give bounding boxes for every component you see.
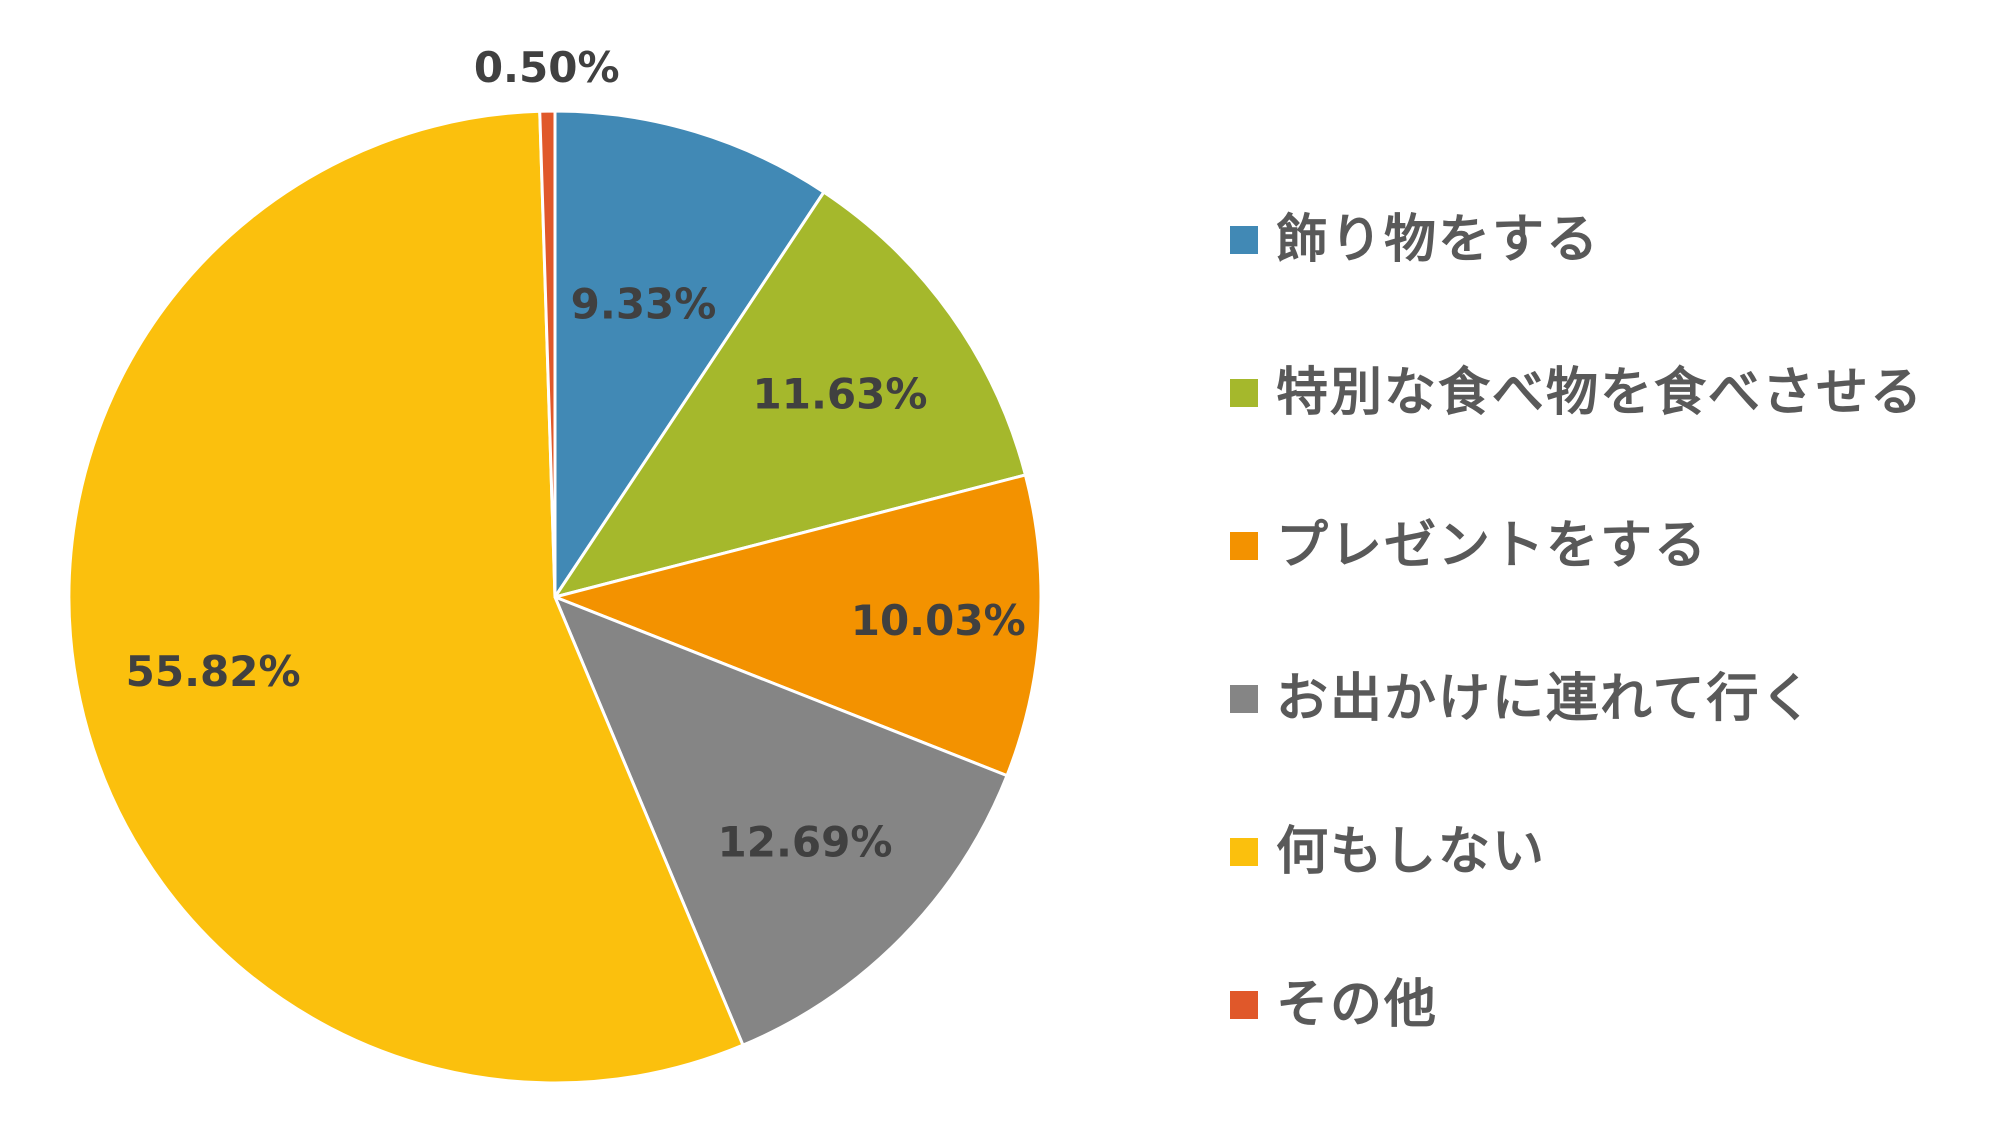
pie-slice-4 [553, 595, 1009, 1047]
data-label-2: 11.63% [753, 369, 928, 418]
legend-swatch [1230, 532, 1258, 560]
pie-slice-5 [67, 109, 745, 1085]
legend-label: その他 [1276, 975, 1439, 1035]
legend-swatch [1230, 991, 1258, 1019]
legend-label: 何もしない [1276, 822, 1547, 882]
legend-swatch [1230, 838, 1258, 866]
chart-legend: 飾り物をする特別な食べ物を食べさせる プレゼントをするお出かけに連れて行く 何もしな… [1230, 200, 1990, 1118]
pie-data-labels: 9.33% 11.63% 10.03% 12.69% 55.82% 0.50% [126, 43, 1026, 867]
legend-label: プレゼントをする [1276, 516, 1709, 576]
legend-swatch [1230, 685, 1258, 713]
data-label-4: 12.69% [718, 817, 893, 866]
legend-swatch [1230, 379, 1258, 407]
data-label-5: 55.82% [126, 647, 301, 696]
legend-label: お出かけに連れて行く [1276, 669, 1815, 729]
legend-item-6: その他 [1230, 965, 1990, 1118]
legend-item-3: プレゼントをする [1230, 506, 1990, 659]
pie-slice-1 [553, 109, 826, 599]
legend-item-1: 飾り物をする [1230, 200, 1990, 353]
legend-label: 特別な食べ物を食べさせる [1276, 363, 1925, 423]
data-label-3: 10.03% [851, 596, 1026, 645]
legend-item-5: 何もしない [1230, 812, 1990, 965]
legend-item-2: 特別な食べ物を食べさせる [1230, 353, 1990, 506]
pie-slices [67, 109, 1043, 1085]
legend-item-4: お出かけに連れて行く [1230, 659, 1990, 812]
pie-slice-6 [538, 109, 557, 599]
pie-slice-2 [553, 190, 1027, 599]
data-label-1: 9.33% [571, 279, 717, 328]
legend-swatch [1230, 226, 1258, 254]
data-label-6: 0.50% [474, 43, 620, 92]
legend-label: 飾り物をする [1276, 210, 1601, 270]
pie-slice-3 [553, 473, 1043, 778]
